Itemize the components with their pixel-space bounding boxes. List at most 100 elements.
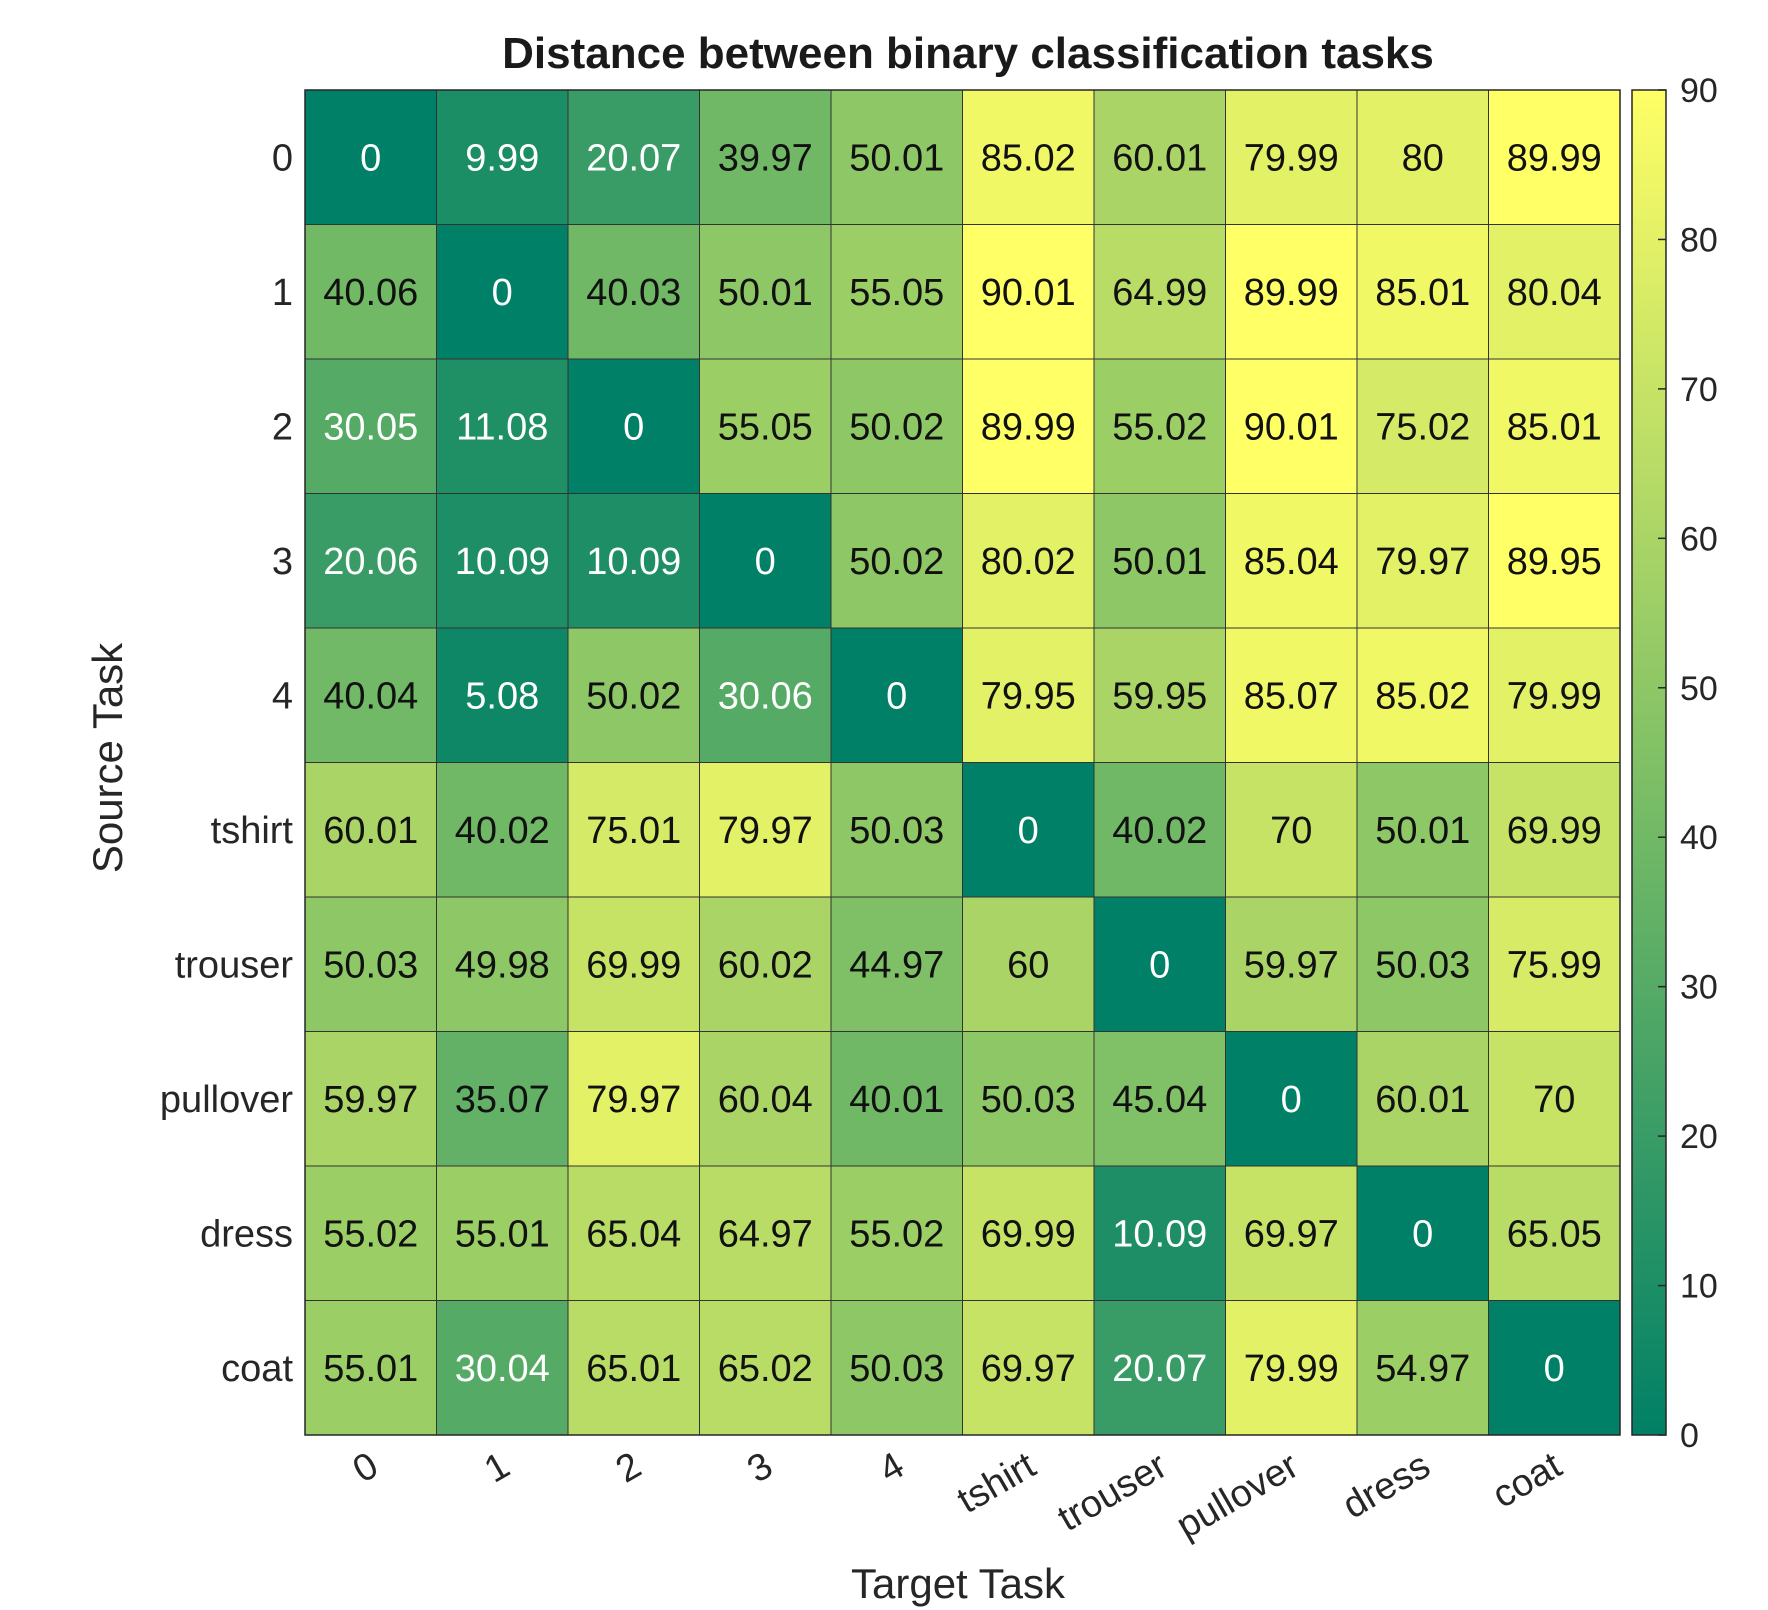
cell-value-label: 69.99 [586, 944, 681, 986]
heatmap-cell [1093, 896, 1226, 1032]
cell-value-label: 79.97 [1375, 541, 1470, 583]
heatmap-cell [1225, 1165, 1358, 1301]
cell-value-label: 55.02 [1112, 406, 1207, 448]
cell-value-label: 60.01 [323, 810, 418, 852]
cell-value-label: 90.01 [1244, 406, 1339, 448]
cell-value-label: 55.01 [455, 1213, 550, 1255]
cell-value-label: 59.97 [1244, 944, 1339, 986]
heatmap-cell [830, 89, 963, 225]
heatmap-cell [1225, 224, 1358, 360]
heatmap-cell [567, 1165, 700, 1301]
cell-value-label: 64.99 [1112, 272, 1207, 314]
heatmap-cells [304, 89, 1621, 1436]
cell-value-label: 30.04 [455, 1348, 550, 1390]
cell-value-label: 85.02 [1375, 675, 1470, 717]
x-tick-label: coat [1486, 1444, 1570, 1517]
cell-value-label: 85.01 [1507, 406, 1602, 448]
heatmap-cell [1225, 896, 1358, 1032]
cell-value-label: 69.99 [1507, 810, 1602, 852]
heatmap-cell [436, 1031, 569, 1167]
heatmap-cell [830, 762, 963, 898]
heatmap-cell [1488, 627, 1621, 763]
heatmap-cell [1356, 1165, 1489, 1301]
cell-value-label: 50.03 [981, 1079, 1076, 1121]
cell-value-label: 65.02 [718, 1348, 813, 1390]
heatmap-cell [1225, 89, 1358, 225]
heatmap-cell [699, 224, 832, 360]
heatmap-cell [304, 89, 437, 225]
heatmap-cell [699, 1031, 832, 1167]
heatmap-cell [1356, 1300, 1489, 1436]
cell-value-label: 75.02 [1375, 406, 1470, 448]
heatmap-cell [1488, 224, 1621, 360]
x-tick-label: 3 [740, 1444, 779, 1491]
cell-value-label: 50.03 [849, 1348, 944, 1390]
cell-value-label: 50.01 [849, 137, 944, 179]
x-tick-label: pullover [1170, 1444, 1307, 1547]
cell-value-label: 80.04 [1507, 272, 1602, 314]
cell-value-label: 40.06 [323, 272, 418, 314]
cell-value-label: 10.09 [455, 541, 550, 583]
heatmap-cell [304, 1300, 437, 1436]
heatmap-cell [567, 627, 700, 763]
heatmap-cell [699, 1300, 832, 1436]
cell-value-label: 40.03 [586, 272, 681, 314]
cell-value-label: 50.01 [718, 272, 813, 314]
cell-value-label: 65.01 [586, 1348, 681, 1390]
cell-value-label: 0 [1018, 810, 1039, 852]
cell-value-label: 90.01 [981, 272, 1076, 314]
heatmap-cell [1093, 224, 1226, 360]
cell-value-label: 50.03 [1375, 944, 1470, 986]
cell-value-label: 35.07 [455, 1079, 550, 1121]
heatmap-cell [567, 224, 700, 360]
cell-value-label: 44.97 [849, 944, 944, 986]
colorbar-tick-label: 90 [1680, 72, 1718, 110]
cell-value-label: 20.06 [323, 541, 418, 583]
colorbar-tick-label: 20 [1680, 1118, 1718, 1156]
heatmap-cell [1093, 358, 1226, 494]
cell-value-label: 50.03 [323, 944, 418, 986]
cell-value-label: 0 [886, 675, 907, 717]
colorbar-tick-label: 30 [1680, 969, 1718, 1007]
heatmap-cell [1356, 896, 1489, 1032]
heatmap-cell [304, 762, 437, 898]
cell-value-label: 40.01 [849, 1079, 944, 1121]
heatmap-cell [304, 493, 437, 629]
cell-value-label: 0 [492, 272, 513, 314]
heatmap-cell [1356, 1031, 1489, 1167]
heatmap-cell [830, 1031, 963, 1167]
cell-value-label: 79.95 [981, 675, 1076, 717]
heatmap-cell [962, 1031, 1095, 1167]
chart-title: Distance between binary classification t… [502, 29, 1434, 78]
cell-value-label: 60.02 [718, 944, 813, 986]
y-tick-label: 2 [272, 406, 293, 448]
heatmap-cell [830, 627, 963, 763]
heatmap-cell [304, 896, 437, 1032]
cell-value-label: 40.04 [323, 675, 418, 717]
cell-value-label: 60.04 [718, 1079, 813, 1121]
cell-value-label: 5.08 [465, 675, 539, 717]
cell-value-label: 69.97 [981, 1348, 1076, 1390]
heatmap-cell [699, 762, 832, 898]
cell-value-label: 0 [755, 541, 776, 583]
colorbar-tick-label: 70 [1680, 371, 1718, 409]
x-tick-label: 1 [477, 1444, 516, 1491]
y-axis-label: Source Task [84, 642, 131, 873]
heatmap-cell [567, 762, 700, 898]
heatmap-cell [1488, 896, 1621, 1032]
cell-value-label: 59.95 [1112, 675, 1207, 717]
cell-value-label: 50.01 [1375, 810, 1470, 852]
cell-value-label: 55.02 [849, 1213, 944, 1255]
heatmap-cell [304, 358, 437, 494]
cell-value-label: 75.99 [1507, 944, 1602, 986]
cell-value-label: 85.01 [1375, 272, 1470, 314]
x-tick-label: tshirt [950, 1444, 1043, 1522]
colorbar-tick-label: 60 [1680, 520, 1718, 558]
cell-value-label: 0 [360, 137, 381, 179]
cell-value-label: 40.02 [1112, 810, 1207, 852]
cell-value-label: 79.99 [1507, 675, 1602, 717]
heatmap-cell [1225, 493, 1358, 629]
cell-value-label: 10.09 [586, 541, 681, 583]
cell-value-label: 79.99 [1244, 1348, 1339, 1390]
